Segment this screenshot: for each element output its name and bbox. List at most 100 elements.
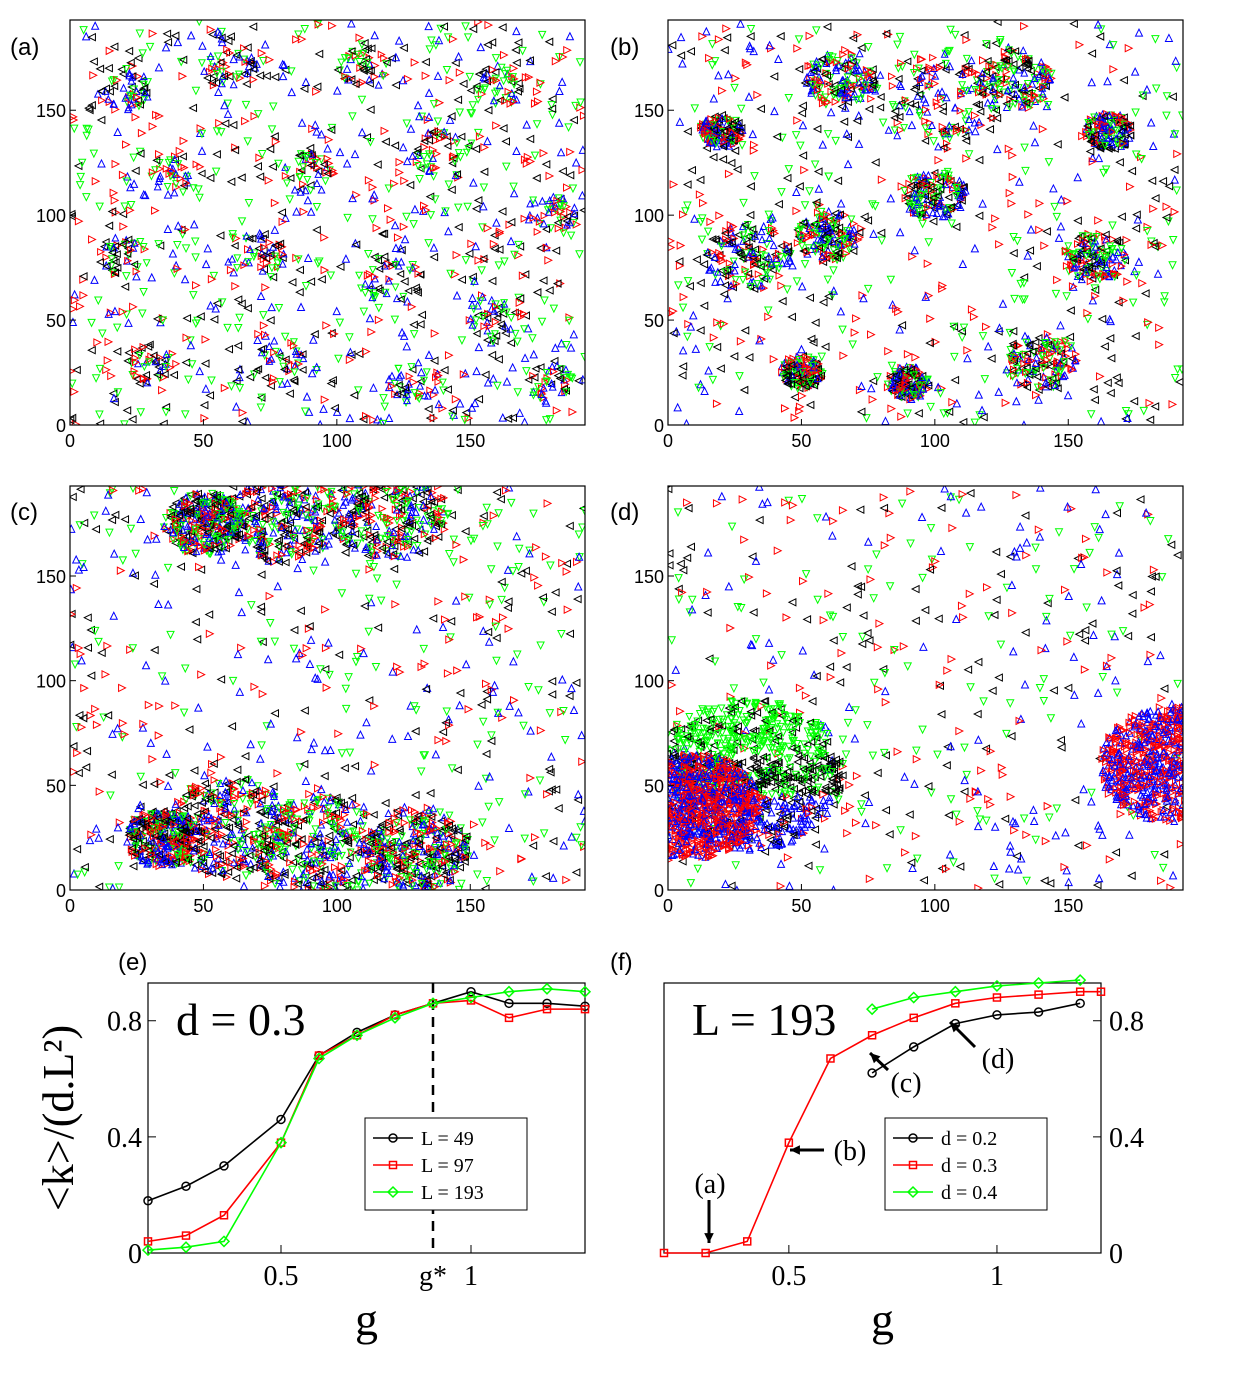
scatter-point — [296, 302, 306, 312]
scatter-point — [745, 242, 754, 251]
scatter-point — [1106, 119, 1115, 128]
scatter-point — [1068, 265, 1078, 274]
scatter-point — [72, 844, 82, 854]
scatter-point — [549, 367, 558, 376]
scatter-point — [370, 760, 380, 770]
scatter-point — [534, 581, 543, 590]
scatter-point — [160, 361, 169, 370]
scatter-point — [353, 539, 362, 549]
scatter-point — [548, 110, 557, 120]
scatter-point — [864, 71, 873, 80]
scatter-point — [717, 242, 726, 251]
scatter-point — [89, 70, 98, 80]
scatter-point — [1066, 306, 1075, 315]
scatter-point — [452, 540, 462, 550]
scatter-point — [829, 266, 838, 275]
scatter-point — [562, 875, 571, 885]
scatter-point — [916, 73, 925, 82]
scatter-point — [895, 32, 905, 42]
scatter-point — [1105, 255, 1114, 264]
scatter-point — [796, 234, 805, 243]
scatter-point — [1023, 79, 1032, 89]
scatter-point — [712, 142, 721, 151]
scatter-point — [123, 356, 132, 365]
scatter-point — [669, 180, 679, 189]
scatter-point — [287, 338, 296, 347]
scatter-point — [514, 544, 524, 554]
scatter-point — [298, 350, 307, 359]
scatter-point — [563, 183, 572, 192]
scatter-point — [268, 162, 277, 171]
scatter-point — [138, 723, 148, 732]
scatter-point — [566, 231, 576, 241]
scatter-point — [824, 172, 833, 182]
scatter-point — [537, 317, 547, 327]
scatter-point — [850, 239, 859, 248]
scatter-point — [690, 214, 699, 223]
scatter-point — [520, 325, 529, 334]
scatter-point — [347, 799, 357, 809]
scatter-point — [216, 128, 226, 137]
scatter-point — [962, 70, 971, 80]
scatter-point — [876, 103, 885, 112]
scatter-point — [762, 269, 771, 278]
scatter-point — [344, 54, 353, 63]
scatter-point — [532, 173, 541, 183]
scatter-point — [425, 788, 435, 798]
scatter-point — [337, 749, 347, 758]
scatter-point — [1001, 398, 1011, 408]
scatter-point — [509, 188, 519, 198]
scatter-point — [238, 503, 247, 512]
scatter-point — [419, 547, 429, 556]
scatter-point — [975, 117, 984, 126]
scatter-point — [734, 406, 744, 416]
scatter-point — [506, 217, 516, 227]
scatter-point — [805, 293, 814, 302]
scatter-point — [1009, 341, 1018, 350]
scatter-point — [805, 31, 815, 41]
scatter-point — [126, 201, 136, 210]
scatter-point — [988, 223, 998, 232]
scatter-point — [1032, 390, 1041, 400]
scatter-point — [1096, 141, 1105, 150]
scatter-point — [774, 199, 783, 209]
scatter-point — [1030, 137, 1040, 147]
scatter-point — [886, 275, 896, 285]
scatter-point — [1024, 210, 1033, 219]
scatter-point — [192, 635, 202, 644]
scatter-point — [1063, 340, 1072, 349]
scatter-point — [1149, 204, 1158, 214]
scatter-point — [836, 306, 846, 316]
scatter-point — [128, 644, 138, 653]
scatter-point — [229, 54, 238, 64]
scatter-point — [506, 498, 516, 508]
scatter-point — [1051, 380, 1060, 389]
scatter-point — [113, 723, 122, 733]
scatter-point — [743, 60, 752, 70]
scatter-point — [1106, 388, 1115, 398]
scatter-point — [454, 222, 463, 232]
scatter-point — [1108, 41, 1118, 50]
scatter-point — [513, 87, 522, 96]
scatter-point — [264, 176, 274, 185]
scatter-point — [717, 135, 726, 145]
scatter-point — [279, 362, 288, 371]
scatter-point — [856, 43, 866, 53]
scatter-point — [271, 137, 281, 146]
scatter-point — [1007, 199, 1017, 208]
scatter-point — [782, 173, 792, 183]
scatter-point — [426, 386, 435, 395]
scatter-point — [1124, 410, 1133, 419]
scatter-point — [216, 555, 226, 564]
scatter-point — [266, 719, 276, 728]
scatter-point — [818, 297, 828, 307]
scatter-point — [487, 731, 496, 741]
scatter-point — [373, 414, 382, 424]
scatter-point — [324, 831, 334, 841]
scatter-point — [687, 165, 696, 175]
scatter-point — [320, 395, 330, 404]
scatter-point — [75, 181, 85, 190]
scatter-point — [75, 521, 85, 530]
scatter-point — [1127, 166, 1137, 176]
scatter-point — [1047, 69, 1056, 78]
